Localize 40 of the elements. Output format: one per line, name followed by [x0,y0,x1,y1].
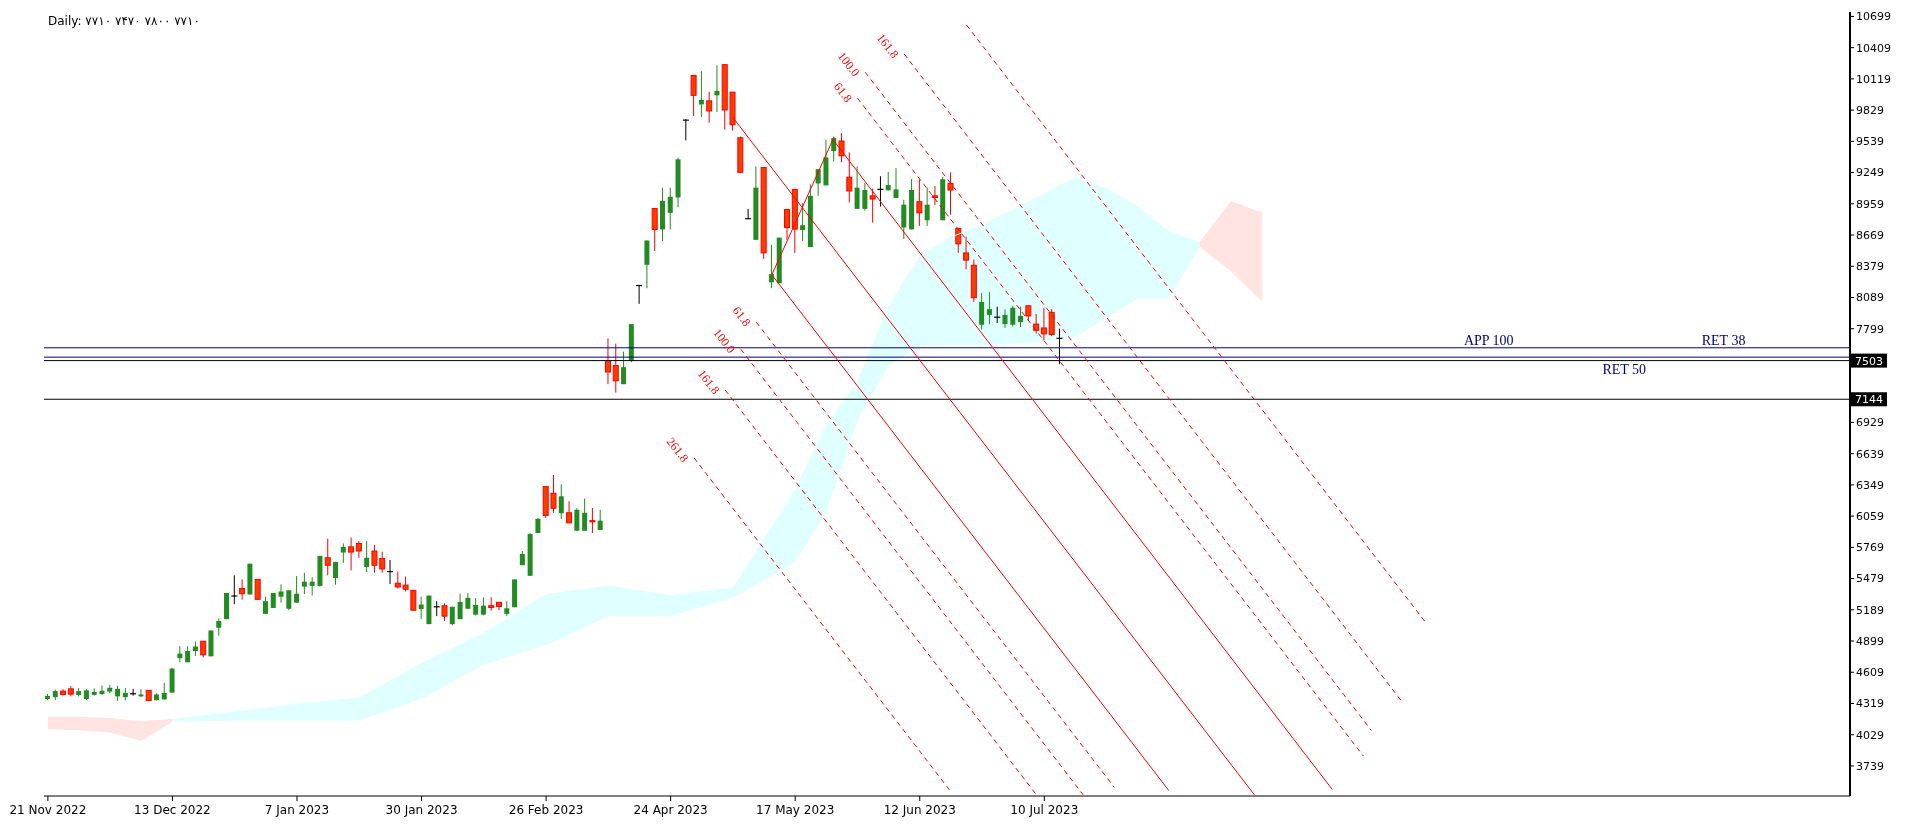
x-tick-label: 21 Nov 2022 [9,803,87,817]
y-tick-label: 6929 [1856,416,1884,430]
x-tick-label: 12 Jun 2023 [883,803,956,817]
y-tick-label: 10119 [1856,72,1891,86]
y-tick-label: 6059 [1856,510,1884,524]
y-tick-label: 10409 [1856,41,1891,55]
y-tick-label: 6349 [1856,478,1884,492]
y-tick-label: 5189 [1856,603,1884,617]
y-tick-label: 9249 [1856,166,1884,180]
y-tick-label: 4029 [1856,728,1884,742]
y-tick-label: 9829 [1856,104,1884,118]
y-tick-label: 3739 [1856,759,1884,773]
y-tick-label: 8379 [1856,260,1884,274]
ref-line-label: APP 100 [1463,332,1514,348]
x-tick-label: 7 Jan 2023 [264,803,330,817]
y-tick-label: 8089 [1856,291,1884,305]
y-tick-label: 5479 [1856,572,1884,586]
ref-line-label: RET 50 [1602,362,1647,378]
y-tick-label: 6639 [1856,447,1884,461]
y-tick-label: 9539 [1856,135,1884,149]
annotation: RET 38 [1701,332,1746,348]
y-tick-label: 8669 [1856,228,1884,242]
x-tick-label: 13 Dec 2022 [134,803,211,817]
y-tick-label: 5769 [1856,541,1884,555]
ref-line-label: 7144 [1855,393,1883,407]
x-tick-label: 17 May 2023 [756,803,835,817]
x-tick-label: 26 Feb 2023 [508,803,584,817]
text: 61.8 [729,303,754,330]
y-tick-label: 4899 [1856,634,1884,648]
chart-title: Daily: ۷۷۱۰ ۷۴۷۰ ۷۸۰۰ ۷۷۱۰ [48,14,200,28]
y-tick-label: 8959 [1856,197,1884,211]
ref-line-label: 7503 [1855,354,1883,368]
y-tick-label: 4319 [1856,697,1884,711]
x-tick-label: 10 Jul 2023 [1010,803,1079,817]
text: 61.8 [830,79,855,106]
y-tick-label: 10699 [1856,10,1891,24]
x-tick-label: 24 Apr 2023 [633,803,708,817]
y-tick-label: 7799 [1856,322,1884,336]
x-tick-label: 30 Jan 2023 [385,803,458,817]
y-tick-label: 4609 [1856,666,1884,680]
